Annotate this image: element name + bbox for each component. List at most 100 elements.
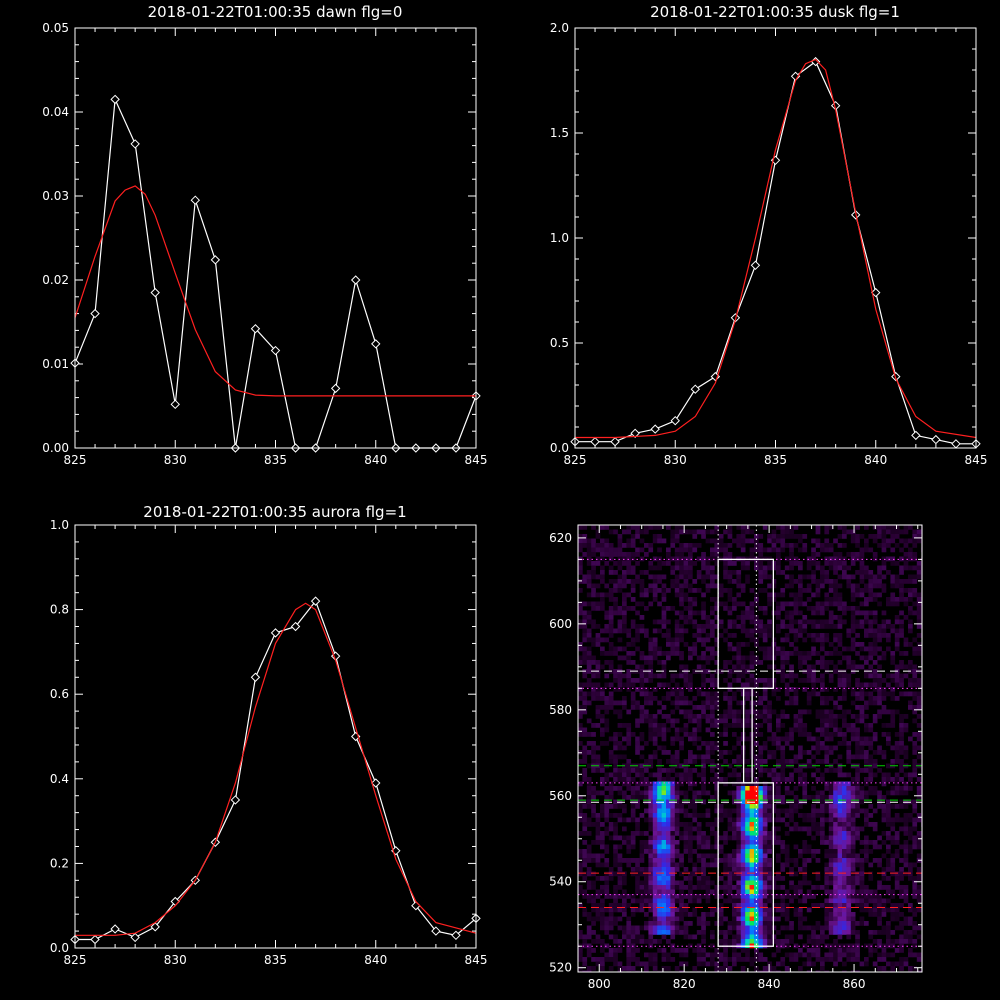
- image-pixel: [833, 745, 838, 751]
- image-pixel: [613, 898, 618, 904]
- image-pixel: [798, 709, 803, 715]
- image-pixel: [732, 606, 737, 611]
- image-pixel: [868, 768, 874, 773]
- image-pixel: [745, 844, 750, 850]
- image-pixel: [670, 808, 676, 814]
- image-pixel: [864, 628, 869, 634]
- image-pixel: [842, 853, 847, 859]
- image-pixel: [586, 858, 592, 863]
- image-pixel: [872, 642, 878, 647]
- image-pixel: [864, 543, 869, 548]
- image-pixel: [798, 655, 803, 661]
- image-pixel: [802, 817, 808, 823]
- image-pixel: [661, 732, 667, 737]
- image-pixel: [798, 745, 803, 751]
- image-pixel: [578, 871, 583, 877]
- image-pixel: [635, 939, 640, 944]
- image-pixel: [701, 678, 706, 683]
- image-pixel: [833, 723, 838, 728]
- image-pixel: [578, 885, 583, 890]
- image-pixel: [767, 646, 772, 652]
- image-pixel: [648, 808, 654, 814]
- image-pixel: [613, 853, 618, 859]
- image-pixel: [661, 606, 667, 611]
- image-pixel: [578, 682, 583, 688]
- image-pixel: [732, 655, 737, 661]
- image-pixel: [908, 817, 913, 823]
- image-pixel: [688, 840, 693, 845]
- image-pixel: [639, 529, 645, 535]
- image-pixel: [912, 804, 918, 809]
- image-pixel: [846, 799, 852, 805]
- image-pixel: [595, 840, 601, 845]
- image-pixel: [630, 525, 636, 530]
- image-pixel: [622, 912, 627, 917]
- image-pixel: [855, 538, 860, 544]
- image-pixel: [679, 763, 684, 769]
- image-pixel: [727, 606, 733, 611]
- image-pixel: [820, 714, 825, 719]
- image-pixel: [762, 655, 768, 661]
- image-pixel: [692, 727, 698, 733]
- image-pixel: [652, 925, 658, 931]
- aurora-data-point: [451, 930, 461, 941]
- image-pixel: [833, 867, 838, 872]
- image-pixel: [894, 948, 900, 953]
- image-pixel: [881, 588, 887, 593]
- image-pixel: [789, 952, 794, 958]
- image-pixel: [894, 786, 900, 791]
- image-pixel: [600, 840, 605, 845]
- image-pixel: [578, 957, 583, 962]
- image-pixel: [798, 849, 803, 854]
- image-pixel: [740, 934, 746, 940]
- dawn-x-tick-label: 825: [64, 453, 87, 467]
- image-pixel: [688, 889, 693, 895]
- image-pixel: [828, 718, 834, 724]
- image-pixel: [740, 619, 746, 625]
- image-pixel: [762, 957, 768, 962]
- image-pixel: [652, 597, 658, 602]
- dusk-data-point: [610, 436, 620, 447]
- image-pixel: [859, 682, 865, 688]
- image-pixel: [674, 574, 680, 580]
- image-pixel: [890, 939, 896, 944]
- image-pixel: [630, 835, 636, 841]
- image-pixel: [626, 655, 632, 661]
- image-pixel: [859, 570, 865, 575]
- image-pixel: [784, 574, 790, 580]
- image-pixel: [666, 808, 671, 814]
- image-pixel: [894, 561, 900, 566]
- dawn-data-point: [90, 308, 100, 319]
- image-pixel: [864, 894, 869, 899]
- image-pixel: [723, 727, 728, 733]
- image-pixel: [591, 619, 596, 625]
- image-pixel: [806, 700, 812, 706]
- image-pixel: [745, 786, 750, 791]
- image-pixel: [824, 633, 830, 638]
- image-pixel: [850, 583, 856, 589]
- image-pixel: [745, 777, 750, 782]
- image-pixel: [710, 691, 715, 697]
- image-pixel: [639, 718, 645, 724]
- image-pixel: [648, 772, 654, 778]
- image-pixel: [776, 826, 781, 832]
- image-pixel: [701, 894, 706, 899]
- image-pixel: [789, 813, 794, 818]
- image-pixel: [828, 786, 834, 791]
- image-pixel: [828, 894, 834, 899]
- image-pixel: [674, 948, 680, 953]
- image-pixel: [855, 588, 860, 593]
- image-pixel: [802, 543, 808, 548]
- image-pixel: [705, 750, 711, 755]
- image-pixel: [762, 795, 768, 800]
- image-pixel: [877, 885, 882, 890]
- image-pixel: [833, 786, 838, 791]
- image-pixel: [820, 957, 825, 962]
- image-pixel: [758, 790, 764, 796]
- image-pixel: [899, 718, 904, 724]
- image-pixel: [811, 736, 816, 742]
- image-pixel: [679, 592, 684, 598]
- image-pixel: [811, 786, 816, 791]
- image-pixel: [842, 826, 847, 832]
- image-pixel: [710, 682, 715, 688]
